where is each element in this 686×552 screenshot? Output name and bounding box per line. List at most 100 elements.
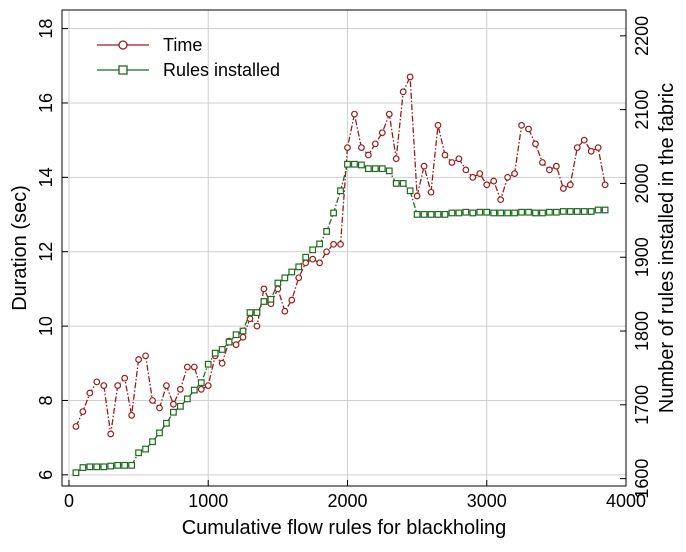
data-point (371, 165, 379, 173)
data-point (316, 259, 324, 267)
data-point (114, 382, 122, 389)
data-point (135, 449, 142, 457)
data-point (566, 181, 574, 189)
data-point (587, 147, 595, 155)
data-point (170, 408, 177, 416)
data-point (135, 356, 142, 363)
data-point (525, 208, 532, 216)
data-point (511, 170, 518, 178)
data-point (559, 185, 567, 192)
data-point (399, 180, 407, 187)
data-point (72, 469, 80, 477)
data-point (552, 162, 560, 170)
data-point (448, 159, 456, 166)
series-time (72, 73, 609, 438)
data-point (295, 274, 303, 282)
data-point (371, 140, 379, 148)
data-point (434, 121, 442, 129)
data-point (594, 206, 602, 214)
data-point (497, 196, 505, 204)
data-point (441, 211, 449, 218)
data-point (378, 129, 386, 137)
data-point (190, 386, 198, 394)
data-point (170, 400, 177, 408)
data-point (128, 461, 136, 469)
data-point (156, 404, 163, 412)
legend-label: Rules installed (163, 60, 280, 80)
left-y-tick-label: 12 (36, 242, 56, 262)
data-point (330, 209, 337, 217)
data-point (344, 160, 351, 168)
data-point (107, 430, 115, 438)
right-y-tick-label: 1700 (632, 385, 652, 425)
data-point (469, 173, 477, 181)
data-point (163, 382, 170, 389)
data-point (121, 461, 129, 469)
data-point (323, 248, 330, 256)
data-point (364, 165, 372, 173)
x-tick-label: 4000 (606, 491, 646, 511)
series-rules-installed (72, 160, 609, 477)
data-point (86, 463, 94, 471)
data-point (511, 209, 518, 217)
x-tick-label: 0 (64, 491, 74, 511)
data-point (344, 144, 351, 151)
right-y-tick-label: 2200 (632, 16, 652, 56)
data-point (462, 208, 470, 216)
data-point (483, 181, 491, 189)
right-y-axis-ticks: 1600 1700 1800 1900 2000 2100 2200 (620, 16, 652, 499)
left-y-axis-label: Duration (sec) (9, 185, 31, 311)
data-point (483, 208, 491, 216)
data-point (337, 240, 344, 248)
data-point (281, 274, 289, 282)
data-point (587, 208, 595, 215)
grid-layer (62, 10, 627, 486)
data-point (281, 307, 289, 315)
legend: Time Rules installed (97, 35, 280, 80)
data-point (149, 438, 156, 446)
data-point (211, 349, 219, 357)
data-point (253, 322, 261, 330)
legend-marker (118, 65, 128, 75)
data-point (420, 211, 428, 218)
data-point (330, 240, 337, 248)
data-point (378, 165, 386, 173)
data-point (518, 121, 525, 129)
data-point (476, 170, 484, 178)
data-point (86, 389, 94, 397)
plot-frame (61, 9, 627, 487)
data-point (309, 246, 317, 254)
data-point (176, 385, 184, 393)
data-point (93, 463, 101, 471)
data-point (267, 295, 275, 303)
data-point (413, 192, 421, 200)
data-point (504, 209, 512, 217)
data-point (601, 206, 609, 214)
x-axis-label: Cumulative flow rules for blackholing (182, 517, 507, 539)
data-point (358, 161, 365, 169)
data-point (316, 240, 324, 248)
left-y-tick-label: 14 (36, 167, 56, 187)
data-point (253, 309, 261, 316)
data-point (128, 411, 136, 419)
data-point (462, 166, 470, 174)
data-point (476, 208, 484, 216)
data-point (107, 462, 115, 470)
legend-label: Time (163, 35, 202, 55)
data-point (204, 382, 212, 389)
left-y-tick-label: 10 (36, 316, 56, 336)
data-point (260, 298, 268, 305)
left-y-axis-ticks: 6 8 10 12 14 16 18 (36, 19, 68, 480)
left-y-tick-label: 16 (36, 93, 56, 113)
data-point (406, 73, 414, 81)
data-point (274, 279, 282, 287)
data-point (406, 187, 414, 195)
data-point (142, 352, 149, 360)
data-point (385, 167, 393, 175)
data-point (385, 110, 393, 118)
data-point (163, 419, 170, 427)
data-point (427, 188, 435, 196)
data-point (525, 125, 532, 133)
